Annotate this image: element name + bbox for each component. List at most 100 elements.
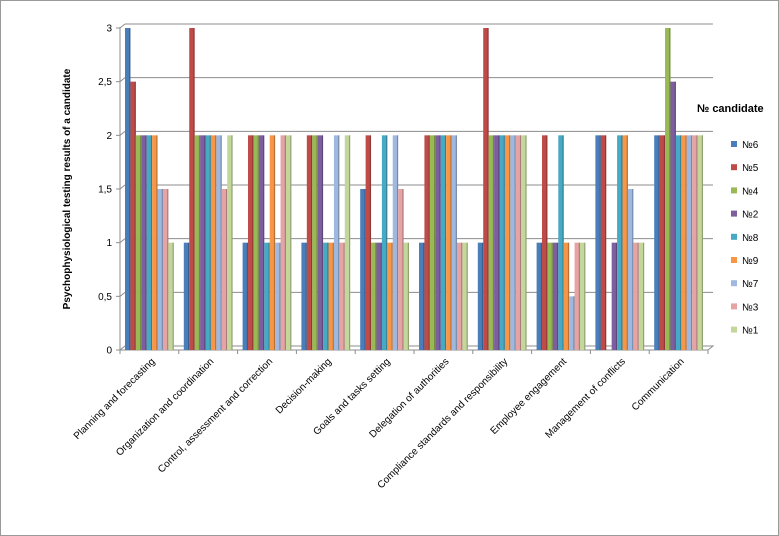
bar-shade <box>455 135 457 350</box>
bar <box>499 135 505 350</box>
bar-shade <box>621 135 623 350</box>
bar <box>205 135 211 350</box>
bar <box>242 242 249 350</box>
bar <box>558 135 564 350</box>
bar <box>339 242 345 350</box>
bar <box>221 189 228 350</box>
gridline-step <box>119 184 126 190</box>
y-tick-label: 2,5 <box>98 77 112 88</box>
legend-swatch <box>731 164 737 171</box>
y-tick-label: 3 <box>106 24 112 35</box>
legend-label: №6 <box>742 140 759 151</box>
bar <box>462 242 468 350</box>
bar-shade <box>188 242 190 350</box>
bar-shade <box>204 135 206 350</box>
y-tick-label: 0,5 <box>98 292 112 303</box>
bar <box>168 242 174 350</box>
bar-shade <box>140 135 142 350</box>
bar-shade <box>658 135 660 350</box>
bar-shade <box>252 135 254 350</box>
bar-shade <box>428 135 430 350</box>
y-tick-label: 2 <box>106 131 112 142</box>
gridline-step <box>119 238 126 244</box>
bar-shade <box>557 242 559 350</box>
bar-shade <box>220 135 222 350</box>
bar <box>253 135 259 350</box>
bar <box>547 242 553 350</box>
bar-shade <box>498 135 500 350</box>
legend-label: №3 <box>742 302 759 313</box>
y-tick-label: 1 <box>106 238 112 249</box>
bar <box>488 135 495 350</box>
bar-shade <box>246 242 249 350</box>
bar-shade <box>209 135 211 350</box>
bar-shade <box>327 242 329 350</box>
legend-label: №9 <box>742 256 759 267</box>
bar <box>435 135 441 350</box>
bar <box>387 242 393 350</box>
bar-shade <box>680 135 682 350</box>
bar-shade <box>562 135 564 350</box>
bar-shade <box>145 135 147 350</box>
bar <box>328 242 334 350</box>
bar <box>371 242 377 350</box>
bar-shade <box>690 135 693 350</box>
bar <box>200 135 206 350</box>
bar <box>301 242 307 350</box>
bar-shade <box>349 135 351 350</box>
bar <box>392 135 399 350</box>
bar <box>504 135 511 350</box>
bar <box>285 135 292 350</box>
gridline-step <box>119 23 126 29</box>
x-category-label: Decision-making <box>274 356 334 416</box>
bar <box>510 135 516 350</box>
bar-shade <box>343 242 345 350</box>
bar <box>569 296 575 350</box>
bar-shade <box>663 135 666 350</box>
bar-shade <box>423 242 425 350</box>
bar-shade <box>578 242 580 350</box>
bar <box>317 135 324 350</box>
bar <box>595 135 601 350</box>
bar-shade <box>407 242 409 350</box>
bar-shade <box>156 135 158 350</box>
bar-shade <box>540 242 543 350</box>
bar-shade <box>150 135 153 350</box>
bar-shade <box>615 242 618 350</box>
bar <box>697 135 703 350</box>
bar-shade <box>338 135 340 350</box>
bar <box>627 189 634 350</box>
legend-swatch <box>731 326 737 333</box>
legend-swatch <box>731 210 737 217</box>
bar-shade <box>450 135 452 350</box>
bar-shade <box>674 81 676 351</box>
bar <box>125 28 131 350</box>
bar-shade <box>637 242 639 350</box>
legend: №6 №5 №4 №2 №8 №9 №7 №3 №1 <box>731 140 759 337</box>
legend-label: №4 <box>742 186 759 197</box>
y-tick-labels: 0 0,5 1 1,5 2 2,5 3 <box>98 24 112 357</box>
legend-label: №8 <box>742 233 759 244</box>
bar-shade <box>492 135 495 350</box>
bar <box>617 135 623 350</box>
bar <box>424 135 430 350</box>
bar <box>552 242 559 350</box>
bar-shade <box>605 135 607 350</box>
bar-shade <box>305 242 307 350</box>
gridlines <box>116 23 713 354</box>
bar-shade <box>257 135 259 350</box>
bar <box>344 135 351 350</box>
legend-label: №5 <box>742 163 759 174</box>
bar <box>574 242 580 350</box>
bar-shade <box>316 135 318 350</box>
bar <box>189 28 195 350</box>
bar <box>312 135 318 350</box>
bar-shade <box>380 242 382 350</box>
bar <box>403 242 409 350</box>
bar-shade <box>215 135 217 350</box>
bar-shade <box>573 296 575 350</box>
bar-shade <box>231 135 233 350</box>
bar <box>183 242 190 350</box>
